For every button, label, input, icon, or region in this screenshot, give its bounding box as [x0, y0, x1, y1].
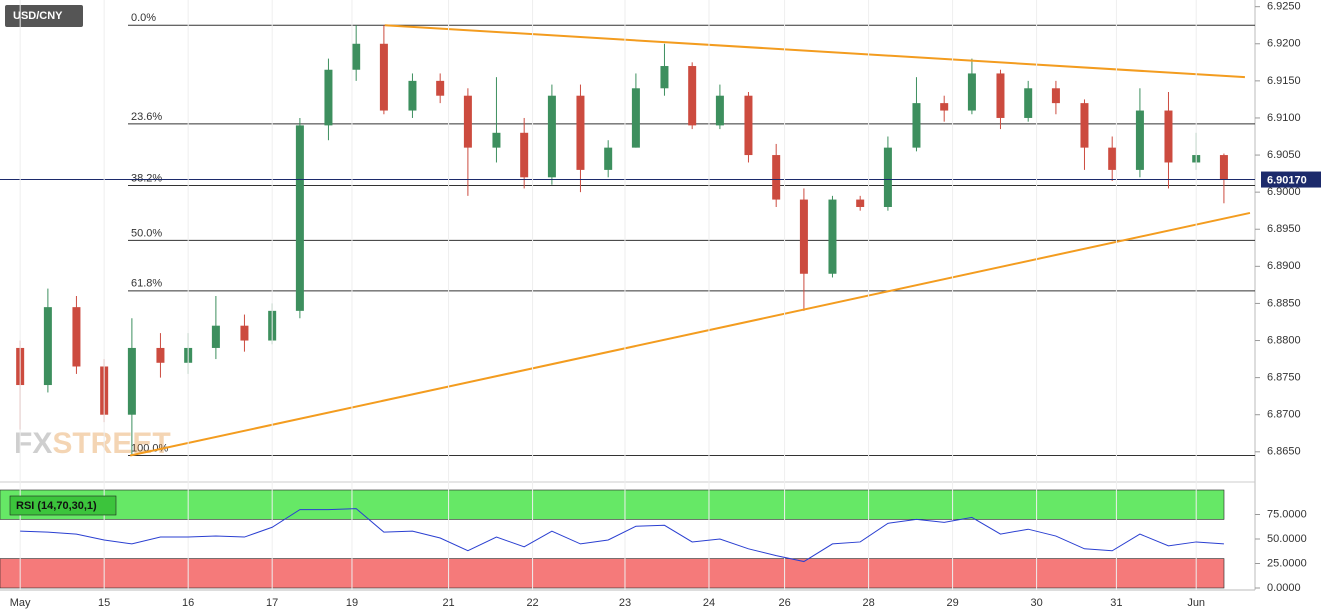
candle-body	[912, 103, 921, 148]
title-box	[5, 5, 83, 27]
x-tick-label: 28	[862, 597, 874, 609]
rsi-line	[20, 508, 1224, 563]
x-tick-label: 17	[266, 597, 278, 609]
candle-body	[604, 147, 613, 170]
last-price-box	[1261, 171, 1321, 188]
fib-label: 23.6%	[131, 111, 162, 123]
fib-label: 100.0%	[131, 442, 169, 454]
x-tick-label: 30	[1030, 597, 1042, 609]
candle-body	[1219, 155, 1228, 180]
candle-body	[1051, 88, 1060, 104]
chart-title: USD/CNY	[13, 10, 63, 22]
candle-body	[856, 199, 865, 207]
candle-body	[240, 325, 249, 341]
last-price-label: 6.90170	[1267, 174, 1307, 186]
x-tick-label: 31	[1110, 597, 1122, 609]
candle-body	[799, 199, 808, 274]
x-tick-label: 24	[703, 597, 715, 609]
trendline	[129, 211, 1251, 457]
y-tick-label: 6.8650	[1267, 446, 1301, 458]
candle-body	[43, 307, 52, 386]
x-tick-label: 23	[619, 597, 631, 609]
x-tick-label: 19	[346, 597, 358, 609]
candle-body	[1024, 88, 1033, 118]
x-tick-label: 21	[442, 597, 454, 609]
rsi-band	[0, 558, 1225, 589]
fib-label: 50.0%	[131, 227, 162, 239]
fib-label: 0.0%	[131, 12, 156, 24]
y-tick-label: 6.9200	[1267, 38, 1301, 50]
x-tick-label: May	[10, 597, 31, 609]
candle-body	[492, 132, 501, 148]
y-tick-label: 0.0000	[1267, 582, 1301, 594]
candle-body	[436, 80, 445, 96]
candle-body	[772, 155, 781, 200]
candle-body	[715, 95, 724, 126]
candle-body	[744, 95, 753, 156]
candle-body	[1108, 147, 1117, 170]
candle-body	[576, 95, 585, 170]
candle-body	[408, 80, 417, 111]
x-tick-label: 29	[946, 597, 958, 609]
trendline	[384, 24, 1245, 79]
candle-body	[1135, 110, 1144, 170]
x-tick-label: 16	[182, 597, 194, 609]
candle-body	[127, 347, 136, 415]
candle-body	[72, 307, 81, 367]
y-tick-label: 6.9250	[1267, 1, 1301, 13]
candle-body	[688, 66, 697, 126]
candle-body	[520, 132, 529, 178]
y-tick-label: 6.8950	[1267, 223, 1301, 235]
watermark: FXSTREET	[14, 427, 171, 460]
y-tick-label: 6.9100	[1267, 112, 1301, 124]
watermark-part: STREET	[52, 427, 170, 460]
candle-body	[352, 43, 361, 70]
candle-body	[967, 73, 976, 111]
candle-body	[883, 147, 892, 207]
candle-body	[547, 95, 556, 178]
candle-body	[828, 199, 837, 274]
y-tick-label: 6.8900	[1267, 260, 1301, 272]
x-tick-label: 22	[526, 597, 538, 609]
candle-body	[1164, 110, 1173, 163]
candle-body	[631, 88, 640, 148]
y-tick-label: 6.8800	[1267, 334, 1301, 346]
candle-body	[1080, 103, 1089, 148]
rsi-band	[0, 489, 1225, 520]
candle-body	[156, 347, 165, 363]
x-tick-label: 26	[778, 597, 790, 609]
candle-body	[940, 103, 949, 111]
y-tick-label: 75.0000	[1267, 508, 1307, 520]
y-tick-label: 6.8850	[1267, 297, 1301, 309]
fib-label: 38.2%	[131, 172, 162, 184]
y-tick-label: 25.0000	[1267, 557, 1307, 569]
candle-body	[324, 69, 333, 126]
rsi-title: RSI (14,70,30,1)	[16, 500, 97, 512]
y-tick-label: 6.9000	[1267, 186, 1301, 198]
candle-body	[211, 325, 220, 348]
candle-body	[463, 95, 472, 148]
y-tick-label: 6.8750	[1267, 372, 1301, 384]
y-tick-label: 6.9050	[1267, 149, 1301, 161]
candle-body	[996, 73, 1005, 118]
fib-label: 61.8%	[131, 278, 162, 290]
rsi-label-box	[9, 495, 117, 516]
candle-body	[295, 125, 304, 311]
x-tick-label: 15	[98, 597, 110, 609]
candle-body	[660, 66, 669, 89]
y-tick-label: 6.9150	[1267, 75, 1301, 87]
candle-body	[379, 43, 388, 111]
y-tick-label: 6.8700	[1267, 409, 1301, 421]
y-tick-label: 50.0000	[1267, 533, 1307, 545]
x-tick-label: Jun	[1187, 597, 1205, 609]
